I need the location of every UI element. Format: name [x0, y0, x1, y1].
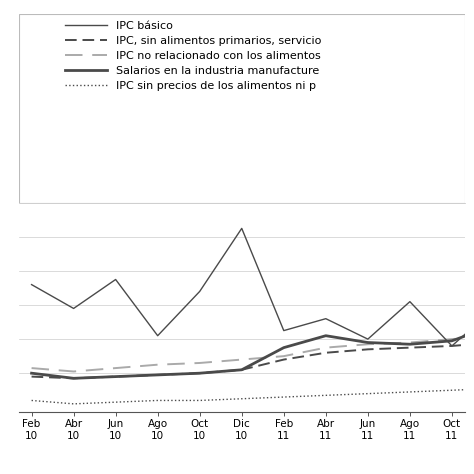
Legend: IPC básico, IPC, sin alimentos primarios, servicio, IPC no relacionado con los a: IPC básico, IPC, sin alimentos primarios… — [60, 16, 326, 95]
